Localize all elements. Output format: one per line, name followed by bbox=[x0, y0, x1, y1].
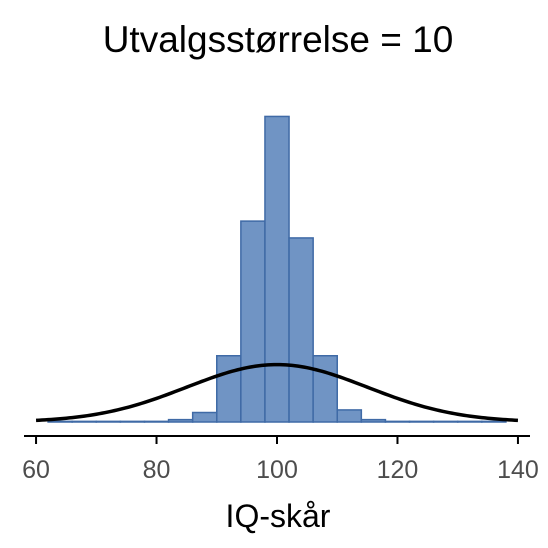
histogram-bar bbox=[336, 409, 363, 423]
x-axis-tick-label: 140 bbox=[497, 456, 539, 484]
histogram-bar bbox=[167, 418, 194, 423]
histogram-bar bbox=[360, 418, 387, 423]
chart-title: Utvalgsstørrelse = 10 bbox=[103, 19, 454, 60]
normal-curve-layer bbox=[35, 362, 519, 423]
histogram-bar bbox=[143, 420, 170, 423]
histogram-bar bbox=[191, 411, 218, 423]
histogram-bar bbox=[384, 420, 411, 423]
histogram-bar bbox=[47, 420, 73, 423]
x-axis: 60 80 100 120 140 bbox=[22, 435, 539, 484]
histogram-bar bbox=[408, 420, 435, 423]
normal-curve bbox=[35, 362, 519, 423]
histogram-bar bbox=[95, 420, 122, 423]
histogram-bar bbox=[481, 420, 507, 423]
x-axis-tick-label: 100 bbox=[256, 456, 298, 484]
histogram-bar bbox=[312, 355, 338, 423]
histogram-bar bbox=[456, 420, 483, 423]
histogram-bar bbox=[432, 420, 459, 423]
histogram-bar bbox=[288, 237, 314, 423]
x-axis-tick-label: 80 bbox=[143, 456, 171, 484]
histogram-bars bbox=[47, 115, 507, 423]
histogram-bar bbox=[264, 115, 290, 423]
histogram-bar bbox=[216, 355, 242, 423]
x-axis-label: IQ-skår bbox=[226, 498, 331, 534]
histogram-bar bbox=[119, 420, 146, 423]
histogram-bar bbox=[71, 420, 98, 423]
x-axis-tick-label: 120 bbox=[377, 456, 419, 484]
histogram-bar bbox=[240, 220, 266, 423]
x-axis-tick-label: 60 bbox=[22, 456, 50, 484]
